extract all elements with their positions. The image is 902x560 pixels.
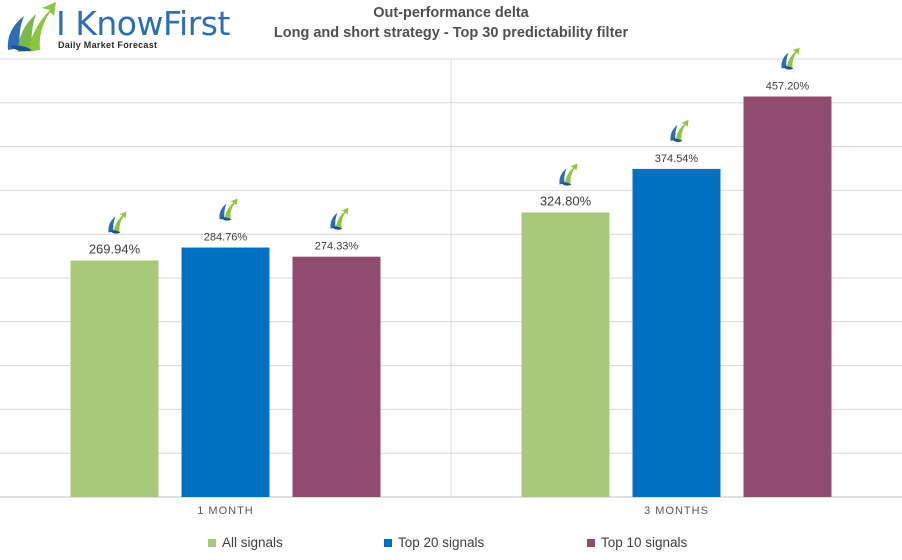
legend-item: All signals (208, 535, 283, 550)
logo-tagline: Daily Market Forecast (58, 40, 158, 50)
data-label: 269.94% (89, 242, 141, 257)
data-label-logo-icon (559, 163, 578, 186)
bar (292, 256, 381, 497)
chart-legend: All signals Top 20 signals Top 10 signals (0, 535, 902, 555)
chart-title: Out-performance delta (373, 5, 529, 21)
bar-chart: 269.94% 284.76% 274.33% 1 MONTH 324.80% 374.5… (0, 47, 902, 517)
bar (181, 247, 270, 497)
legend-swatch (208, 538, 216, 547)
legend-label: Top 10 signals (601, 535, 688, 550)
legend-label: All signals (222, 535, 283, 550)
legend-swatch (587, 538, 595, 547)
logo-wordmark: I KnowFirst (56, 4, 230, 43)
bar (743, 96, 832, 497)
bar (632, 168, 721, 497)
data-label: 324.80% (540, 193, 592, 208)
brand-logo: I KnowFirst Daily Market Forecast (2, 0, 230, 58)
chart-subtitle: Long and short strategy - Top 30 predict… (273, 25, 629, 41)
data-label-logo-icon (219, 198, 238, 221)
bar (70, 260, 159, 497)
i-know-first-logo-icon (7, 2, 56, 52)
data-label-logo-icon (108, 211, 127, 234)
legend-item: Top 20 signals (384, 535, 484, 550)
legend-item: Top 10 signals (587, 535, 687, 550)
legend-label: Top 20 signals (398, 535, 485, 550)
data-label-logo-icon (670, 119, 689, 143)
x-tick-label: 1 MONTH (197, 505, 254, 517)
data-label: 457.20% (766, 80, 810, 92)
legend-swatch (384, 538, 392, 547)
data-label: 274.33% (315, 241, 359, 253)
data-label: 284.76% (204, 232, 248, 244)
data-label-logo-icon (330, 207, 349, 230)
x-tick-label: 3 MONTHS (644, 505, 709, 517)
data-label: 374.54% (655, 153, 699, 165)
bar (521, 212, 610, 497)
data-label-logo-icon (781, 47, 800, 70)
